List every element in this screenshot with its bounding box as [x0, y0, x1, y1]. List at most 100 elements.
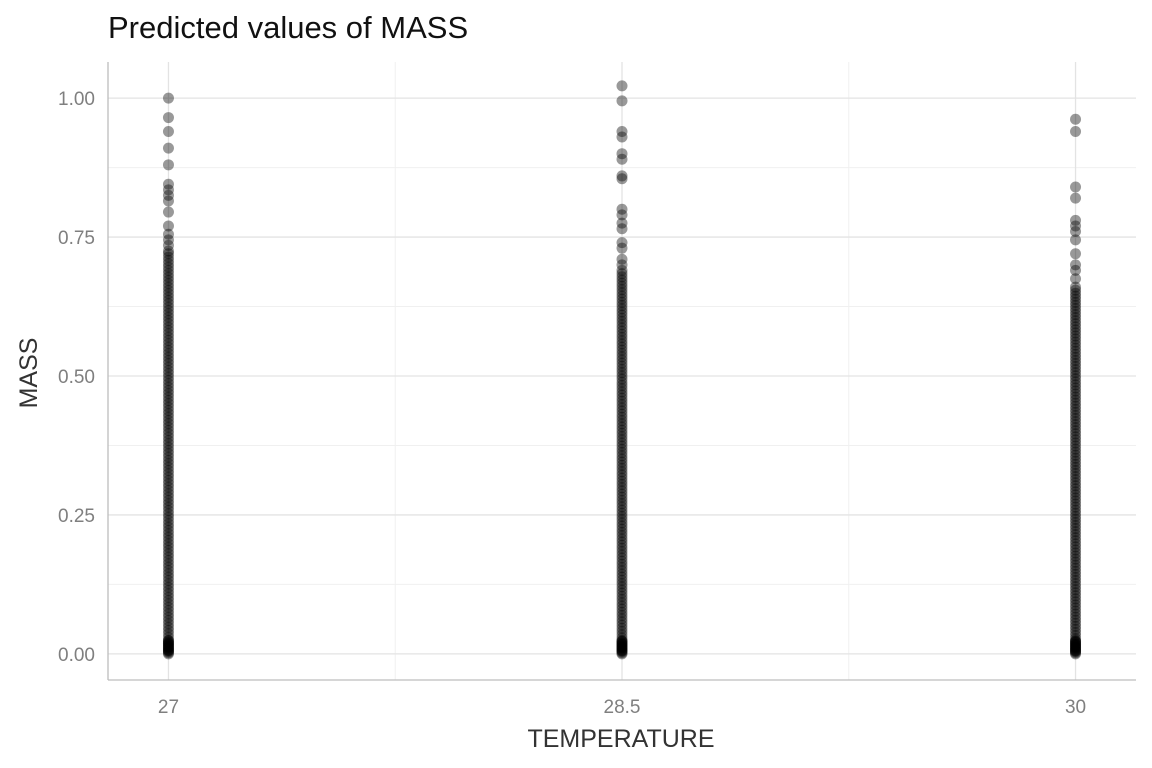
data-point [162, 206, 174, 218]
data-point [162, 618, 174, 630]
data-point [616, 517, 628, 529]
data-point [1070, 306, 1082, 318]
data-point [1070, 523, 1082, 535]
data-point [162, 645, 174, 657]
data-point [162, 304, 174, 316]
data-point [1070, 643, 1082, 655]
data-point [616, 153, 628, 165]
data-point [162, 388, 174, 400]
data-point [162, 444, 174, 456]
data-point [162, 234, 174, 246]
data-point [1070, 633, 1082, 645]
data-point [162, 551, 174, 563]
data-point [162, 261, 174, 273]
data-point [162, 220, 174, 232]
data-point [162, 294, 174, 306]
data-point [1070, 626, 1082, 638]
data-point [162, 178, 174, 190]
data-point [162, 565, 174, 577]
data-point [162, 501, 174, 513]
data-point [1070, 403, 1082, 415]
data-point [616, 399, 628, 411]
data-point [1070, 636, 1082, 648]
data-point [162, 448, 174, 460]
data-points [162, 80, 1082, 660]
data-point [1070, 312, 1082, 324]
data-point [1070, 361, 1082, 373]
data-point [162, 518, 174, 530]
chart-title: Predicted values of MASS [108, 10, 469, 45]
data-point [162, 374, 174, 386]
data-point [1070, 599, 1082, 611]
data-point [616, 646, 628, 658]
data-point [162, 588, 174, 600]
data-point [1070, 495, 1082, 507]
data-point [1070, 510, 1082, 522]
data-point [1070, 464, 1082, 476]
data-point [162, 598, 174, 610]
data-point [616, 341, 628, 353]
data-point [616, 363, 628, 375]
data-point [162, 248, 174, 260]
data-point [616, 463, 628, 475]
data-point [1070, 513, 1082, 525]
data-point [1070, 379, 1082, 391]
data-point [616, 360, 628, 372]
data-point [1070, 330, 1082, 342]
data-point [162, 578, 174, 590]
data-point [616, 443, 628, 455]
data-point [162, 384, 174, 396]
y-tick-label: 0.75 [58, 228, 95, 249]
data-point [162, 328, 174, 340]
data-point [1070, 446, 1082, 458]
data-point [1070, 376, 1082, 388]
data-point [162, 298, 174, 310]
data-point [616, 584, 628, 596]
data-point [162, 184, 174, 196]
data-point [616, 376, 628, 388]
data-point [162, 458, 174, 470]
data-point [1070, 440, 1082, 452]
data-point [162, 264, 174, 276]
data-point [616, 303, 628, 315]
data-point [616, 287, 628, 299]
data-point [162, 641, 174, 653]
data-point [1070, 584, 1082, 596]
data-point [616, 610, 628, 622]
data-point [162, 258, 174, 270]
data-point [616, 209, 628, 221]
data-point [162, 531, 174, 543]
data-point [1070, 486, 1082, 498]
data-point [1070, 425, 1082, 437]
data-point [616, 402, 628, 414]
data-point [616, 338, 628, 350]
data-point [1070, 342, 1082, 354]
data-point [616, 217, 628, 229]
data-point [162, 142, 174, 154]
data-point [616, 641, 628, 653]
data-point [616, 290, 628, 302]
data-point [616, 635, 628, 647]
data-point [1070, 492, 1082, 504]
data-point [616, 565, 628, 577]
data-point [1070, 431, 1082, 443]
data-point [162, 189, 174, 201]
data-point [162, 528, 174, 540]
data-point [162, 368, 174, 380]
data-point [162, 351, 174, 363]
data-point [162, 404, 174, 416]
data-point [1070, 339, 1082, 351]
data-point [616, 485, 628, 497]
data-point [162, 454, 174, 466]
data-point [162, 535, 174, 547]
data-point [1070, 608, 1082, 620]
data-point [616, 395, 628, 407]
data-point [1070, 290, 1082, 302]
data-point [616, 170, 628, 182]
data-point [616, 280, 628, 292]
y-tick-label: 1.00 [58, 89, 95, 110]
data-point [616, 479, 628, 491]
data-point [162, 274, 174, 286]
data-point [162, 636, 174, 648]
data-point [162, 321, 174, 333]
